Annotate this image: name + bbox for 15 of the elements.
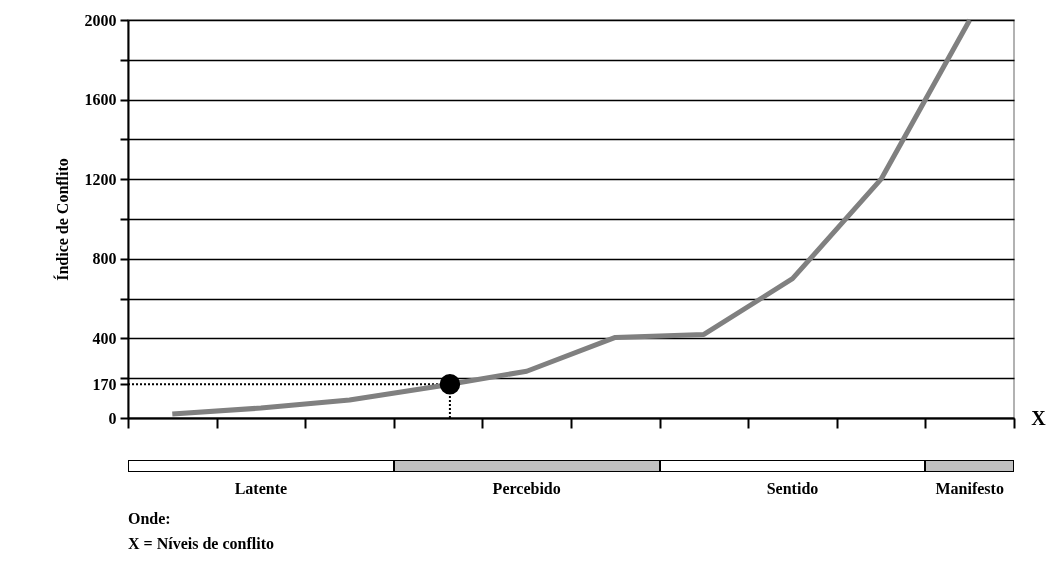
- text: Latente: [234, 480, 288, 498]
- y-tick-label: 170: [92, 375, 117, 393]
- text: Percebido: [492, 480, 561, 498]
- text: Manifesto: [935, 480, 1004, 498]
- y-axis-title: Índice de Conflito: [52, 158, 71, 281]
- text: Onde:: [128, 510, 171, 528]
- y-tick-label: 0: [108, 409, 117, 427]
- y-tick-label: 1200: [84, 170, 117, 188]
- x-axis-title: X: [1031, 406, 1047, 429]
- text: Sentido: [766, 480, 819, 498]
- y-tick-label: 2000: [84, 11, 117, 29]
- y-tick-label: 400: [92, 329, 117, 347]
- y-tick-label: 800: [92, 250, 117, 268]
- y-tick-label: 1600: [84, 91, 117, 109]
- text: X = Níveis de conflito: [128, 535, 274, 553]
